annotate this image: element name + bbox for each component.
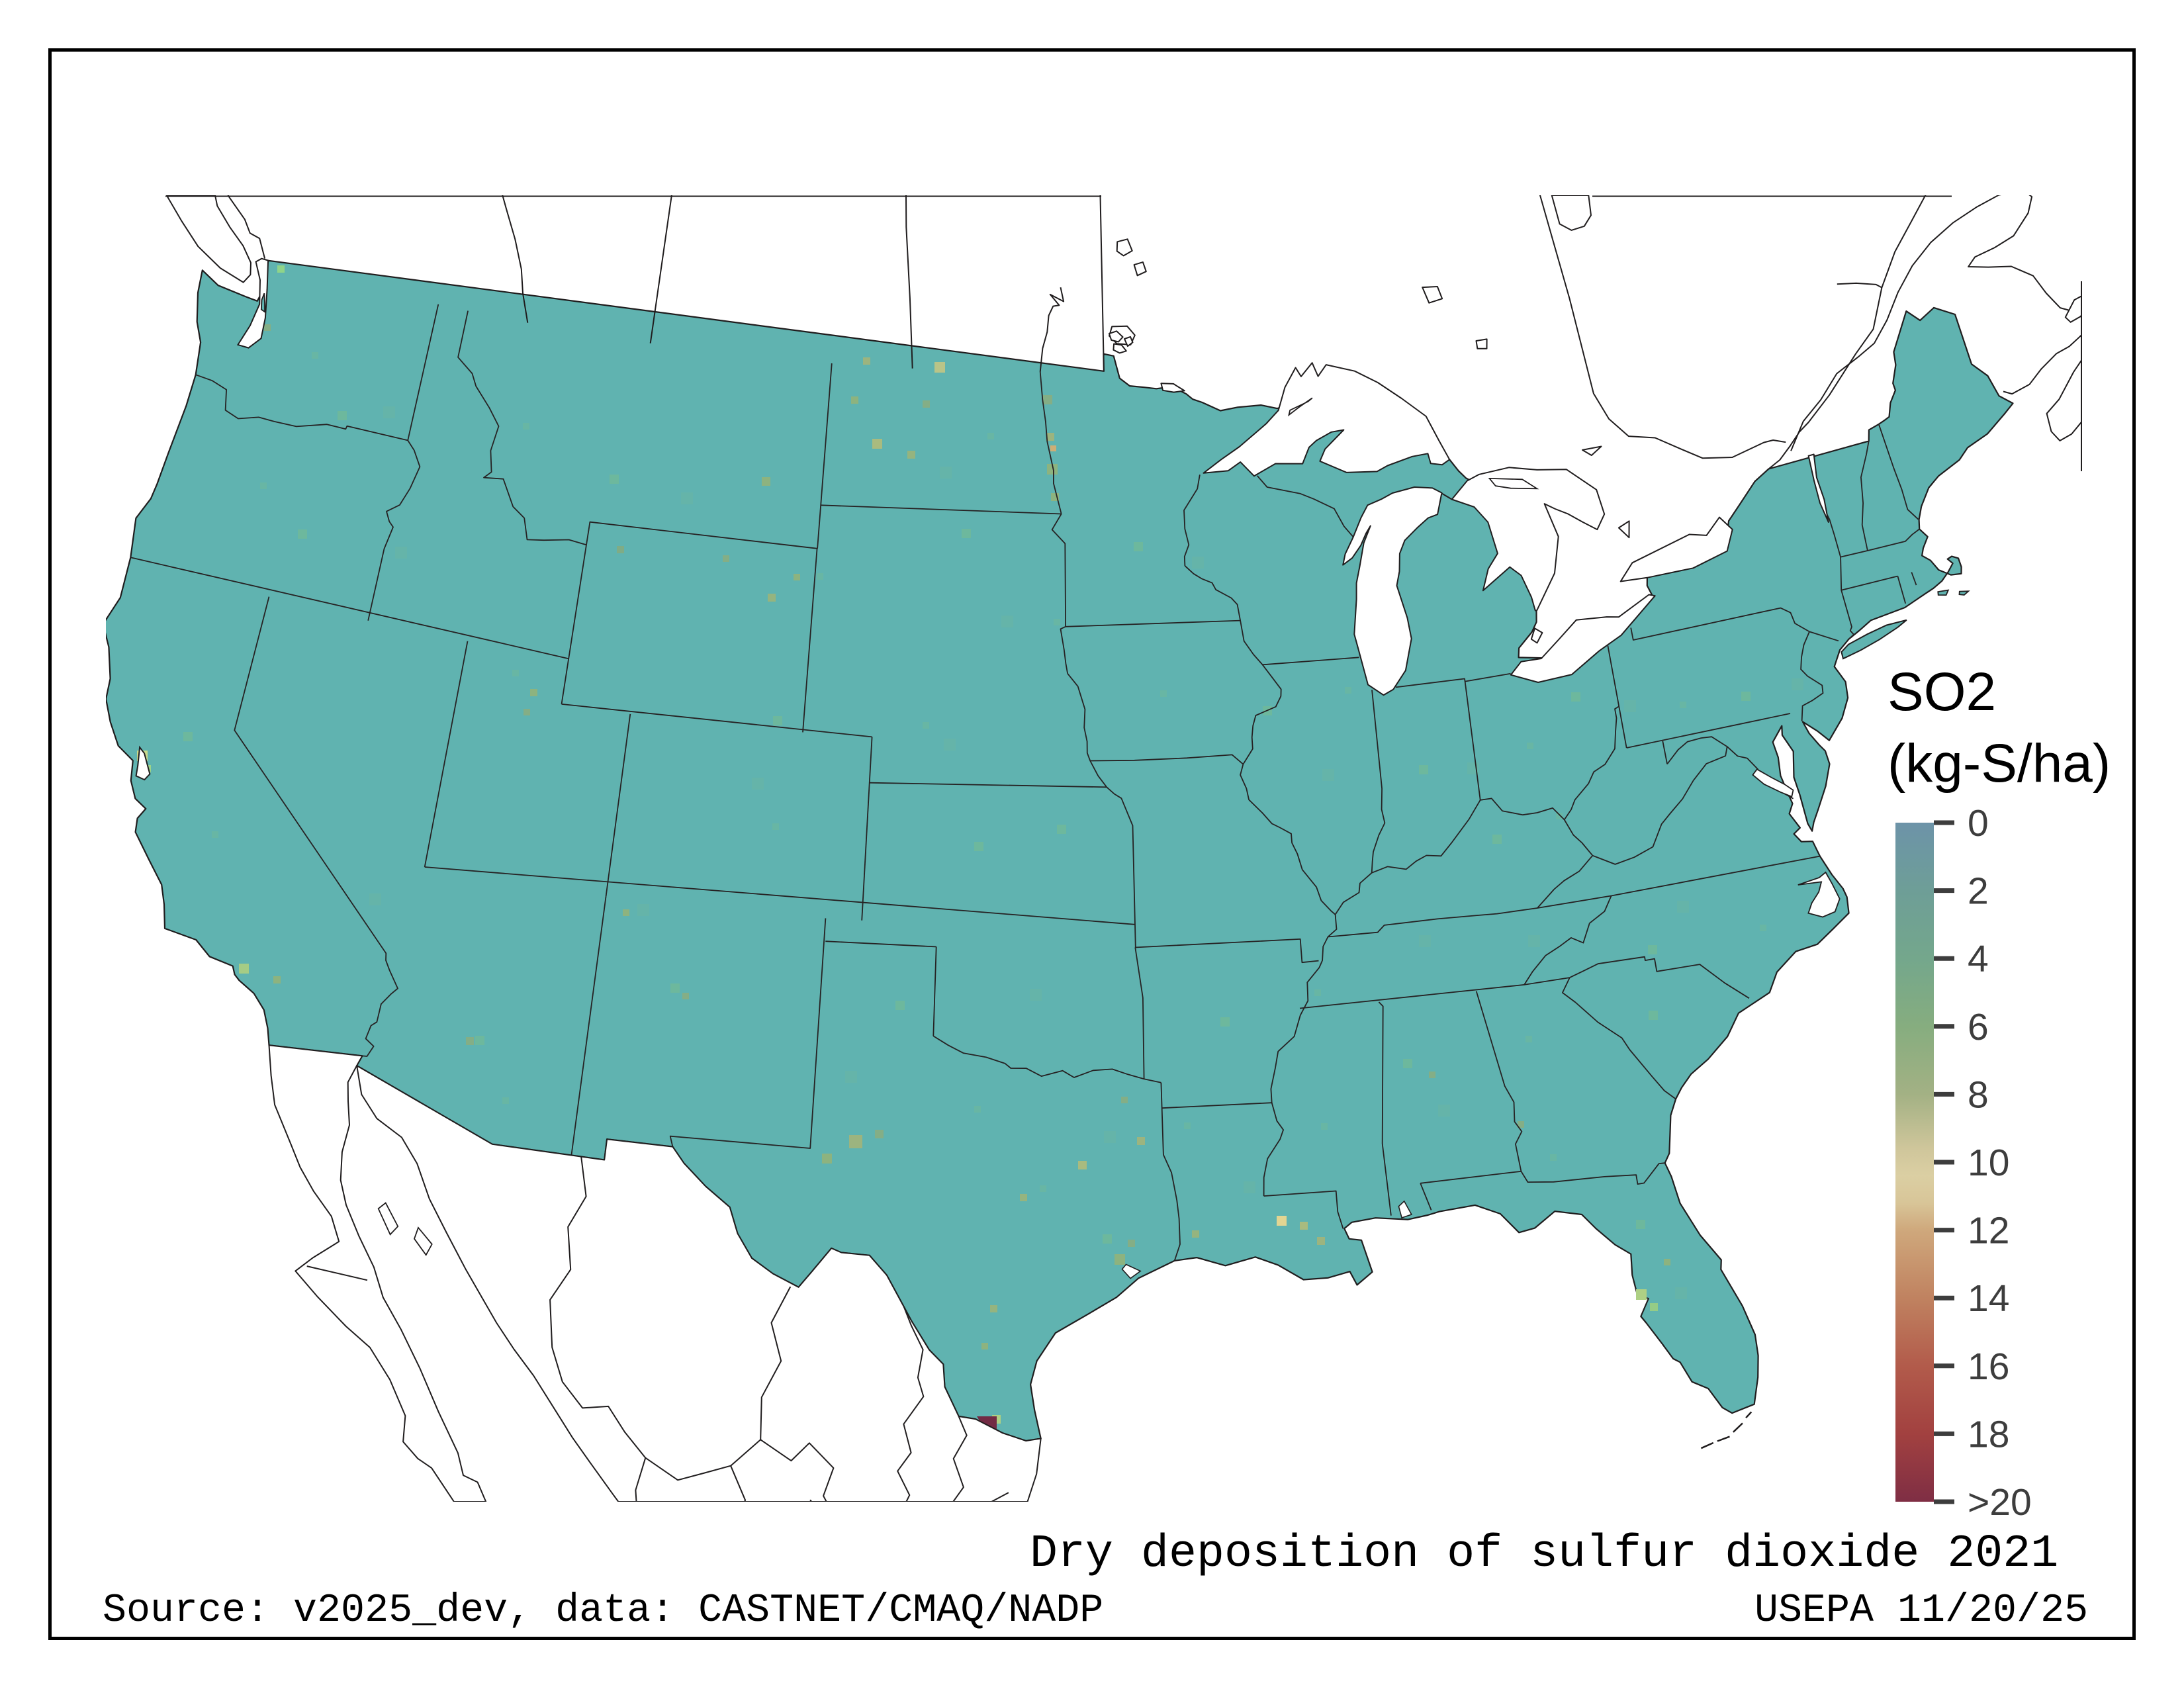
svg-text:16: 16 — [1968, 1346, 2009, 1388]
svg-text:SO2: SO2 — [1888, 662, 1996, 722]
svg-text:4: 4 — [1968, 938, 1989, 980]
svg-text:6: 6 — [1968, 1006, 1989, 1048]
svg-text:Dry deposition of sulfur dioxi: Dry deposition of sulfur dioxide 2021 — [1030, 1528, 2058, 1580]
svg-text:(kg-S/ha): (kg-S/ha) — [1888, 733, 2111, 794]
svg-text:12: 12 — [1968, 1210, 2009, 1252]
svg-text:18: 18 — [1968, 1413, 2009, 1455]
svg-text:2: 2 — [1968, 870, 1989, 913]
svg-text:0: 0 — [1968, 802, 1989, 845]
svg-text:USEPA 11/20/25: USEPA 11/20/25 — [1754, 1588, 2088, 1633]
svg-text:10: 10 — [1968, 1142, 2009, 1184]
svg-text:>20: >20 — [1968, 1481, 2032, 1524]
svg-text:Source: v2025_dev, data: CASTN: Source: v2025_dev, data: CASTNET/CMAQ/NA… — [103, 1588, 1103, 1633]
svg-text:14: 14 — [1968, 1277, 2009, 1320]
svg-text:8: 8 — [1968, 1074, 1989, 1116]
